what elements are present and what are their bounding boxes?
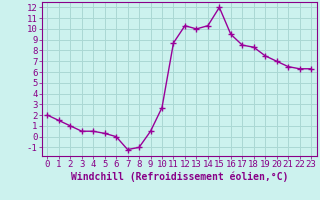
X-axis label: Windchill (Refroidissement éolien,°C): Windchill (Refroidissement éolien,°C) [70,172,288,182]
